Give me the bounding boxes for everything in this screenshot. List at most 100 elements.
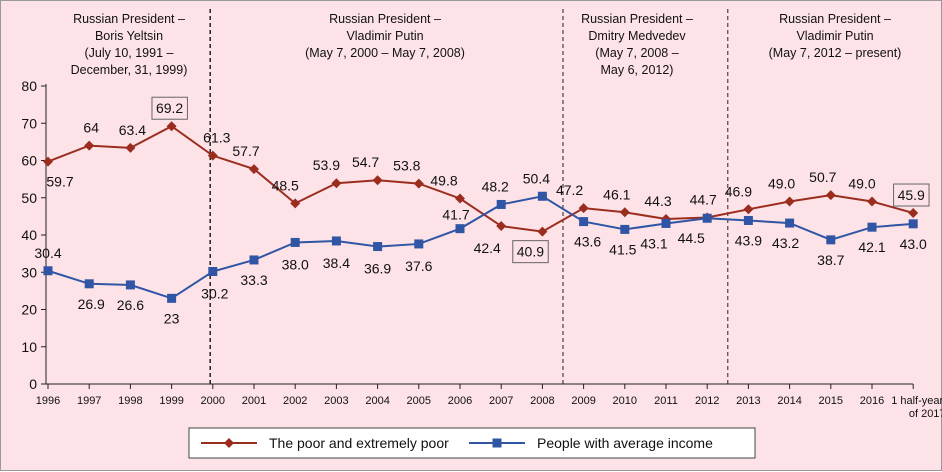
x-tick-label: 2006 [448,395,472,407]
x-tick-label: 1996 [36,395,60,407]
data-label-box [893,183,930,207]
data-point [455,193,465,204]
legend-marker [224,438,234,448]
x-tick-label-continued: of 2017 [909,408,942,420]
data-label: 23 [164,310,180,326]
data-label: 38.4 [323,255,350,271]
data-label: 48.5 [272,177,299,193]
data-label: 43.0 [900,236,927,252]
x-tick-label: 2011 [654,395,678,407]
data-point [208,267,218,277]
x-tick-label: 2004 [365,395,389,407]
x-tick-label: 2010 [613,395,637,407]
data-label: 30.4 [34,245,61,261]
period-label: (May 7, 2000 – May 7, 2008) [305,46,465,60]
data-point [743,215,753,225]
x-tick-label: 1 half-year [891,395,942,407]
data-point [620,224,630,234]
period-label: May 6, 2012) [601,63,674,77]
data-point [84,279,94,289]
data-label-box [151,96,188,120]
data-point [413,178,424,189]
data-label: 47.2 [556,182,583,198]
data-point [290,198,301,209]
data-point [167,293,177,303]
data-point [784,196,795,207]
period-label: December, 31, 1999) [71,63,188,77]
x-tick-label: 2002 [283,395,307,407]
x-tick-label: 1998 [118,395,142,407]
data-point [825,190,836,201]
data-point [867,222,877,232]
x-tick-label: 2016 [860,395,884,407]
data-label: 43.6 [574,234,601,250]
data-label: 50.7 [809,169,836,185]
x-tick-label: 2008 [530,395,554,407]
x-tick-label: 2014 [777,395,801,407]
x-tick-label: 2009 [571,395,595,407]
legend-label: People with average income [537,435,713,451]
data-point [290,237,300,247]
data-label: 59.7 [46,174,73,190]
data-point [743,204,754,215]
data-point [537,191,547,201]
period-label: Russian President – [329,12,441,26]
y-tick-label: 0 [29,376,37,392]
data-label: 49.8 [430,172,457,188]
series-line [47,195,914,300]
y-tick-label: 20 [21,302,37,318]
legend-label: The poor and extremely poor [269,435,449,451]
period-label: Boris Yeltsin [95,29,163,43]
data-point [249,255,259,265]
data-point [908,208,919,219]
legend-marker [492,438,502,448]
period-label: Russian President – [581,12,693,26]
data-point [867,196,877,207]
data-point [207,150,218,161]
data-label: 44.5 [678,230,705,246]
data-point [826,235,836,245]
data-label: 40.9 [517,244,544,260]
y-tick-label: 40 [21,227,37,243]
x-tick-label: 1997 [77,395,101,407]
data-label: 26.6 [117,297,144,313]
x-tick-label: 2015 [819,395,843,407]
period-label: (May 7, 2012 – present) [769,46,902,60]
data-point [702,213,712,223]
data-label: 30.2 [201,286,228,302]
data-label: 42.4 [474,240,501,256]
data-point [372,175,383,186]
data-label: 46.1 [603,186,630,202]
data-label: 64 [83,120,99,136]
y-tick-label: 30 [21,264,37,280]
data-label: 43.2 [772,235,799,251]
data-label: 33.3 [240,272,267,288]
data-label: 42.1 [858,239,885,255]
data-point [331,236,341,246]
x-tick-label: 2005 [407,395,431,407]
data-label: 49.0 [768,175,795,191]
x-tick-label: 2001 [242,395,266,407]
data-label: 54.7 [352,154,379,170]
y-tick-label: 60 [21,153,37,169]
x-tick-label: 2007 [489,395,513,407]
data-point [496,199,506,209]
data-point [908,219,918,229]
data-label: 48.2 [482,178,509,194]
data-point [373,242,383,252]
y-tick-label: 10 [21,339,37,355]
x-tick-label: 2013 [736,395,760,407]
data-label: 57.7 [232,143,259,159]
data-point [43,156,53,167]
period-label: Vladimir Putin [346,29,423,43]
data-point [537,226,548,237]
data-point [455,224,465,234]
data-point [619,207,630,218]
x-tick-label: 2000 [201,395,225,407]
data-label: 43.9 [735,232,762,248]
period-label: Dmitry Medvedev [588,29,686,43]
data-label: 38.0 [282,256,309,272]
data-label: 43.1 [640,235,667,251]
